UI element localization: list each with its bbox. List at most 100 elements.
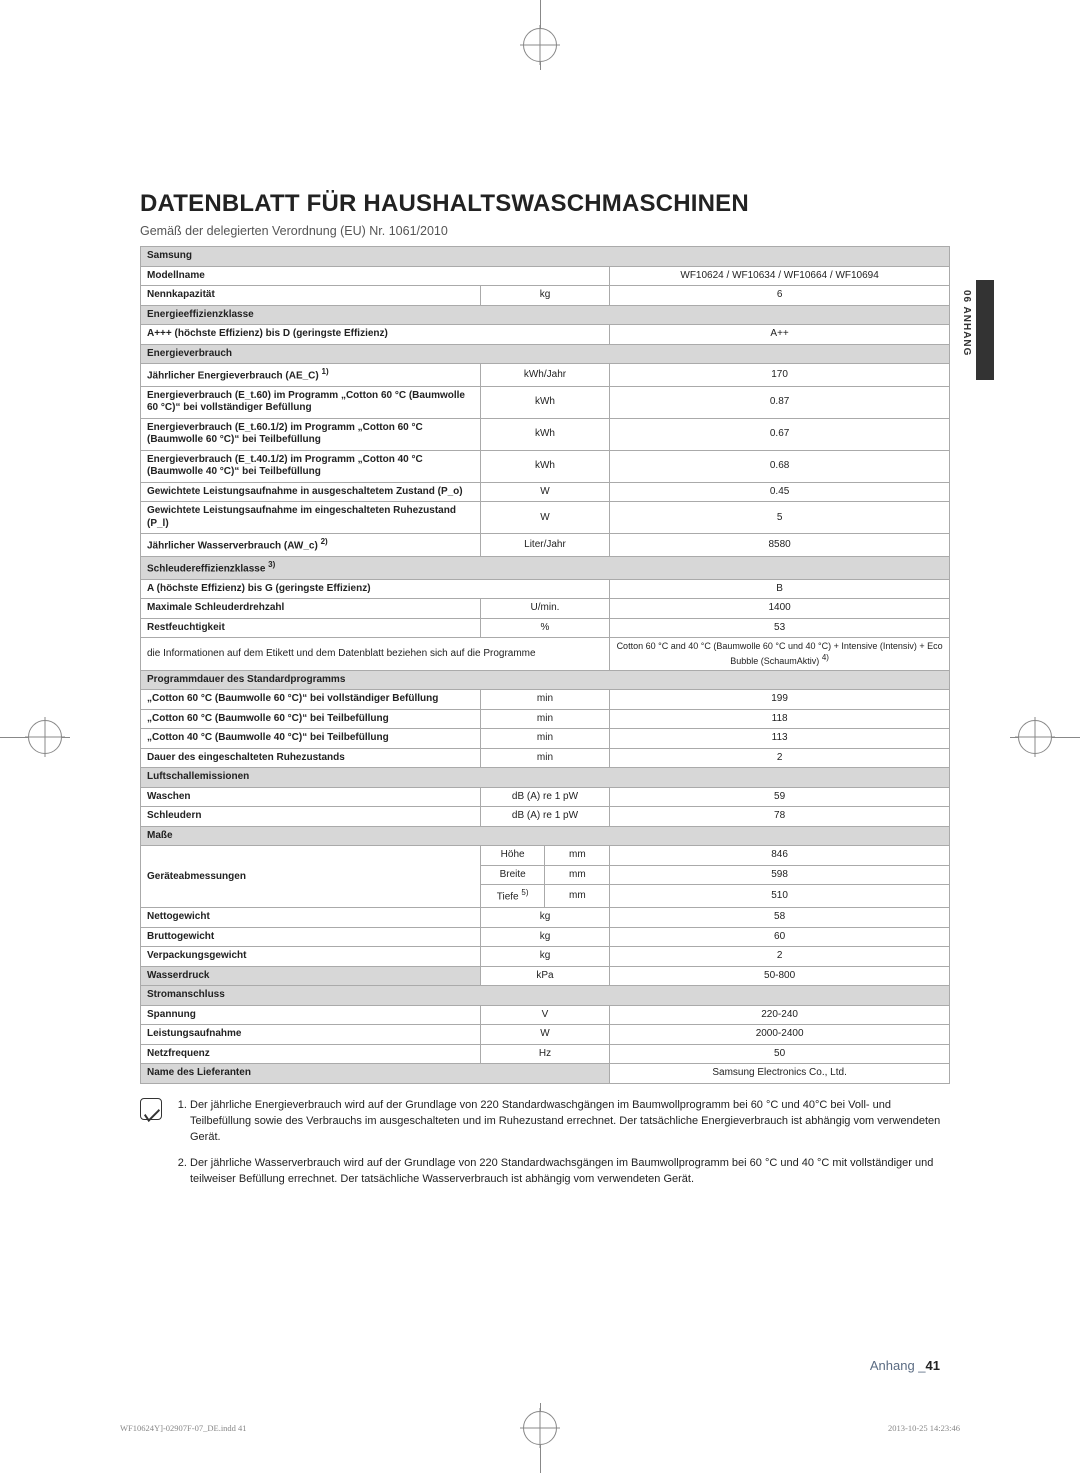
depth-unit: mm — [545, 885, 610, 908]
idle-label: Dauer des eingeschalteten Ruhezustands — [141, 748, 481, 768]
e60half-label: Energieverbrauch (E_t.60.1/2) im Program… — [141, 418, 481, 450]
supplier-label: Name des Lieferanten — [141, 1064, 610, 1084]
grossw-value: 60 — [610, 927, 950, 947]
table-row: Energieverbrauch (E_t.40.1/2) im Program… — [141, 450, 950, 482]
moisture-label: Restfeuchtigkeit — [141, 618, 481, 638]
e60half-unit: kWh — [480, 418, 609, 450]
note-1: Der jährliche Energieverbrauch wird auf … — [190, 1098, 950, 1146]
capacity-value: 6 — [610, 286, 950, 306]
p60full-label: „Cotton 60 °C (Baumwolle 60 °C)“ bei vol… — [141, 690, 481, 710]
table-row: Waschen dB (A) re 1 pW 59 — [141, 787, 950, 807]
awc-value: 8580 — [610, 534, 950, 557]
page-title: DATENBLATT FÜR HAUSHALTSWASCHMASCHINEN — [140, 190, 950, 218]
waterp-value: 50-800 — [610, 966, 950, 986]
power-label: Leistungsaufnahme — [141, 1025, 481, 1045]
table-row: Verpackungsgewicht kg 2 — [141, 947, 950, 967]
side-tab-marker — [976, 280, 994, 380]
e60full-value: 0.87 — [610, 386, 950, 418]
pl-label: Gewichtete Leistungsaufnahme im eingesch… — [141, 502, 481, 534]
netw-value: 58 — [610, 908, 950, 928]
e60full-label: Energieverbrauch (E_t.60) im Programm „C… — [141, 386, 481, 418]
pl-unit: W — [480, 502, 609, 534]
note-icon — [140, 1098, 162, 1120]
freq-label: Netzfrequenz — [141, 1044, 481, 1064]
voltage-unit: V — [480, 1005, 609, 1025]
maxspin-value: 1400 — [610, 599, 950, 619]
notes-list: Der jährliche Energieverbrauch wird auf … — [190, 1098, 950, 1198]
datasheet-table: Samsung Modellname WF10624 / WF10634 / W… — [140, 246, 950, 1084]
reg-circle-bottom — [523, 1411, 557, 1445]
table-row: die Informationen auf dem Etikett und de… — [141, 638, 950, 671]
width-value: 598 — [610, 865, 950, 885]
model-value: WF10624 / WF10634 / WF10664 / WF10694 — [610, 266, 950, 286]
page-footer-right: Anhang _41 — [870, 1358, 940, 1373]
height-value: 846 — [610, 846, 950, 866]
netw-unit: kg — [480, 908, 609, 928]
table-row: Energieverbrauch — [141, 344, 950, 364]
packw-value: 2 — [610, 947, 950, 967]
table-row: Schleudern dB (A) re 1 pW 78 — [141, 807, 950, 827]
table-row: „Cotton 60 °C (Baumwolle 60 °C)“ bei Tei… — [141, 709, 950, 729]
page: 06 ANHANG DATENBLATT FÜR HAUSHALTSWASCHM… — [0, 0, 1080, 1473]
e40half-value: 0.68 — [610, 450, 950, 482]
table-row: Bruttogewicht kg 60 — [141, 927, 950, 947]
p60full-unit: min — [480, 690, 609, 710]
moisture-value: 53 — [610, 618, 950, 638]
wash-unit: dB (A) re 1 pW — [480, 787, 609, 807]
table-row: Maße — [141, 826, 950, 846]
table-row: „Cotton 40 °C (Baumwolle 40 °C)“ bei Tei… — [141, 729, 950, 749]
waterp-label: Wasserdruck — [141, 966, 481, 986]
table-row: Energieverbrauch (E_t.60.1/2) im Program… — [141, 418, 950, 450]
grossw-label: Bruttogewicht — [141, 927, 481, 947]
footer-page-num: 41 — [926, 1358, 940, 1373]
table-row: Wasserdruck kPa 50-800 — [141, 966, 950, 986]
elec-header: Stromanschluss — [141, 986, 950, 1006]
table-row: Maximale Schleuderdrehzahl U/min. 1400 — [141, 599, 950, 619]
voltage-value: 220-240 — [610, 1005, 950, 1025]
p40half-unit: min — [480, 729, 609, 749]
note-2: Der jährliche Wasserverbrauch wird auf d… — [190, 1156, 950, 1188]
reg-circle-left — [28, 720, 62, 754]
footer-page-label: Anhang _ — [870, 1358, 926, 1373]
table-row: Programmdauer des Standardprogramms — [141, 670, 950, 690]
wash-value: 59 — [610, 787, 950, 807]
table-row: Restfeuchtigkeit % 53 — [141, 618, 950, 638]
table-row: Dauer des eingeschalteten Ruhezustands m… — [141, 748, 950, 768]
eff-label: A+++ (höchste Effizienz) bis D (geringst… — [141, 325, 610, 345]
table-row: A (höchste Effizienz) bis G (geringste E… — [141, 579, 950, 599]
spin-label: Schleudern — [141, 807, 481, 827]
packw-label: Verpackungsgewicht — [141, 947, 481, 967]
po-label: Gewichtete Leistungsaufnahme in ausgesch… — [141, 482, 481, 502]
table-row: Energieverbrauch (E_t.60) im Programm „C… — [141, 386, 950, 418]
table-row: Energieeffizienzklasse — [141, 305, 950, 325]
p60half-unit: min — [480, 709, 609, 729]
table-row: Schleudereffizienzklasse 3) — [141, 557, 950, 580]
moisture-unit: % — [480, 618, 609, 638]
aec-value: 170 — [610, 364, 950, 387]
spin-unit: dB (A) re 1 pW — [480, 807, 609, 827]
power-value: 2000-2400 — [610, 1025, 950, 1045]
side-tab: 06 ANHANG — [976, 280, 994, 540]
table-row: Modellname WF10624 / WF10634 / WF10664 /… — [141, 266, 950, 286]
table-row: „Cotton 60 °C (Baumwolle 60 °C)“ bei vol… — [141, 690, 950, 710]
footer-timestamp: 2013-10-25 14:23:46 — [888, 1423, 960, 1433]
power-unit: W — [480, 1025, 609, 1045]
freq-unit: Hz — [480, 1044, 609, 1064]
p40half-value: 113 — [610, 729, 950, 749]
infoline-value: Cotton 60 °C and 40 °C (Baumwolle 60 °C … — [610, 638, 950, 671]
freq-value: 50 — [610, 1044, 950, 1064]
brand-row: Samsung — [141, 247, 950, 267]
eff-header: Energieeffizienzklasse — [141, 305, 950, 325]
side-tab-label: 06 ANHANG — [961, 290, 972, 356]
eff-value: A++ — [610, 325, 950, 345]
spin-value: 78 — [610, 807, 950, 827]
model-label: Modellname — [141, 266, 610, 286]
table-row: A+++ (höchste Effizienz) bis D (geringst… — [141, 325, 950, 345]
e40half-label: Energieverbrauch (E_t.40.1/2) im Program… — [141, 450, 481, 482]
pl-value: 5 — [610, 502, 950, 534]
voltage-label: Spannung — [141, 1005, 481, 1025]
p60full-value: 199 — [610, 690, 950, 710]
p60half-label: „Cotton 60 °C (Baumwolle 60 °C)“ bei Tei… — [141, 709, 481, 729]
aec-unit: kWh/Jahr — [480, 364, 609, 387]
height-unit: mm — [545, 846, 610, 866]
